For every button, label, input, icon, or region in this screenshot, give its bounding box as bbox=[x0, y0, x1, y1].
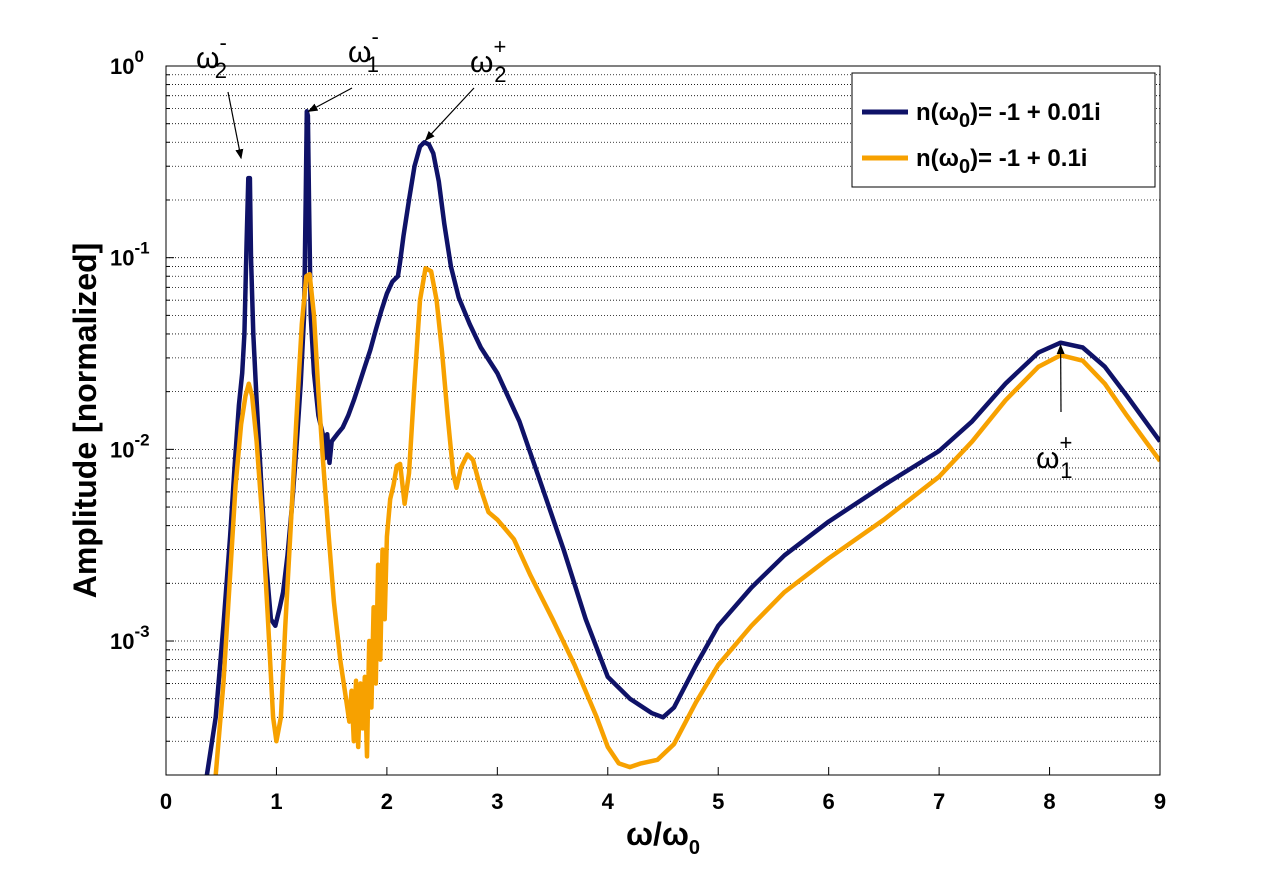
x-axis-label-sub: 0 bbox=[689, 837, 700, 859]
x-tick-label: 3 bbox=[491, 789, 503, 814]
y-tick-label: 100 bbox=[110, 47, 144, 79]
annotation-arrow bbox=[424, 87, 475, 141]
x-tick-label: 9 bbox=[1154, 789, 1166, 814]
y-tick-label: 10-3 bbox=[110, 622, 150, 654]
annotation-label: ω+ 1 bbox=[1036, 430, 1073, 483]
axis-layer: 0 1 2 3 4 5 6 7 8 9 10-3 10-2 10-1 100 bbox=[110, 47, 1166, 814]
x-tick-label: 8 bbox=[1043, 789, 1055, 814]
y-tick-label: 10-1 bbox=[110, 239, 150, 271]
annotation-arrow bbox=[227, 91, 244, 160]
x-tick-label: 2 bbox=[381, 789, 393, 814]
annotation-arrow bbox=[307, 87, 353, 112]
annotation-label: ω-2 bbox=[196, 30, 227, 83]
legend-box bbox=[851, 72, 1156, 188]
x-axis-label: ω/ω0 bbox=[626, 816, 700, 859]
x-tick-label: 4 bbox=[602, 789, 615, 814]
legend: n(ω0)= -1 + 0.01i n(ω0)= -1 + 0.1i bbox=[851, 72, 1156, 188]
x-tick-label: 0 bbox=[160, 789, 172, 814]
y-tick-label: 10-2 bbox=[110, 430, 150, 462]
x-tick-label: 7 bbox=[933, 789, 945, 814]
series-line-1 bbox=[204, 109, 1160, 775]
annotation-label: ω+ 2 bbox=[470, 34, 507, 87]
annotation-label: ω-1 bbox=[348, 24, 379, 77]
legend-label-series-2: n(ω0)= -1 + 0.1i bbox=[916, 145, 1087, 178]
plot-frame bbox=[165, 65, 1161, 776]
x-tick-label: 1 bbox=[270, 789, 282, 814]
series-line-2 bbox=[213, 266, 1160, 775]
y-axis-label: Amplitude [normalized] bbox=[67, 243, 103, 599]
series-layer bbox=[204, 109, 1160, 775]
x-tick-label: 5 bbox=[712, 789, 724, 814]
legend-label-series-1: n(ω0)= -1 + 0.01i bbox=[916, 99, 1101, 132]
x-tick-label: 6 bbox=[823, 789, 835, 814]
annotation-layer: ω-2 ω-1 ω+ 2 ω+ 1 bbox=[196, 24, 1073, 483]
